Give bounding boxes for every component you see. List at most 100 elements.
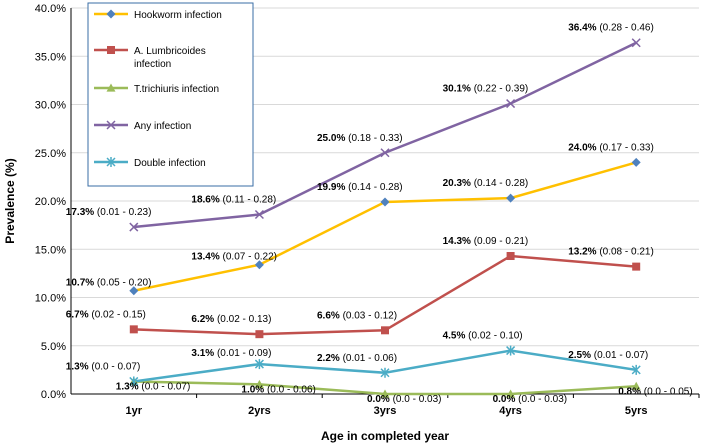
square-marker [107, 46, 115, 54]
y-tick-label: 15.0% [35, 244, 66, 256]
data-label: 6.6% (0.03 - 0.12) [317, 310, 397, 321]
data-label-ci: (0.01 - 0.09) [214, 348, 271, 359]
data-label: 24.0% (0.17 - 0.33) [568, 142, 654, 153]
data-label: 19.9% (0.14 - 0.28) [317, 182, 403, 193]
data-label-ci: (0.0 - 0.07) [89, 361, 141, 372]
triangle-marker [631, 381, 641, 390]
data-label: 2.2% (0.01 - 0.06) [317, 353, 397, 364]
x-marker [254, 209, 264, 220]
legend-label: Hookworm infection [134, 10, 222, 21]
data-label-ci: (0.09 - 0.21) [471, 236, 528, 247]
triangle-marker [106, 83, 116, 92]
x-marker [129, 222, 139, 232]
diamond-marker [380, 197, 390, 207]
y-tick-labels: 0.0% 5.0% 10.0% 15.0% 20.0% 25.0% 30.0% 35.0% 40… [35, 3, 66, 401]
x-marker [631, 38, 641, 48]
data-label-ci: (0.02 - 0.15) [89, 309, 146, 320]
legend-label: T.trichiuris infection [134, 84, 219, 95]
data-label-ci: (0.14 - 0.28) [471, 178, 528, 189]
data-label: 0.0% (0.0 - 0.03) [493, 394, 567, 405]
data-label: 0.8% (0.0 - 0.05) [618, 386, 693, 397]
data-label-ci: (0.0 - 0.05) [641, 386, 693, 397]
data-label: 25.0% (0.18 - 0.33) [317, 133, 403, 144]
x-tick-label: 2yrs [248, 405, 271, 417]
y-tick-label: 20.0% [35, 196, 66, 208]
data-label: 4.5% (0.02 - 0.10) [443, 331, 523, 342]
data-label-ci: (0.28 - 0.46) [597, 23, 654, 34]
data-label-pct: 19.9% [317, 182, 345, 193]
data-label: 1.3% (0.0 - 0.07) [66, 361, 141, 372]
x-marker [380, 148, 390, 158]
data-label-ci: (0.08 - 0.21) [597, 247, 654, 258]
legend-label: A. Lumbricoides [134, 46, 206, 57]
data-label-ci: (0.02 - 0.13) [214, 314, 271, 325]
data-label-pct: 36.4% [568, 23, 596, 34]
legend-label: infection [134, 59, 171, 70]
x-marker-stroke [106, 120, 116, 130]
data-label: 3.1% (0.01 - 0.09) [191, 348, 271, 359]
x-tick-label: 1yr [126, 405, 143, 417]
data-label-pct: 24.0% [568, 142, 596, 153]
data-label: 6.2% (0.02 - 0.13) [191, 314, 271, 325]
x-tick-labels: 1yr 2yrs 3yrs 4yrs 5yrs [126, 394, 700, 417]
x-tick-label: 5yrs [625, 405, 648, 417]
data-label: 2.5% (0.01 - 0.07) [568, 350, 648, 361]
square-marker [129, 325, 138, 334]
data-label-pct: 1.0% [241, 384, 264, 395]
x-marker-stroke [506, 99, 516, 109]
y-tick-label: 30.0% [35, 100, 66, 112]
x-tick-label: 4yrs [499, 405, 522, 417]
x-marker-stroke [380, 148, 390, 158]
diamond-marker [254, 260, 264, 270]
data-label-ci: (0.18 - 0.33) [345, 133, 402, 144]
data-label: 6.7% (0.02 - 0.15) [66, 309, 146, 320]
data-label-pct: 2.5% [568, 350, 591, 361]
legend-box [87, 2, 254, 187]
y-axis-title: Prevalence (%) [3, 158, 17, 243]
data-labels: 10.7% (0.05 - 0.20) 13.4% (0.07 - 0.22) 19… [66, 23, 693, 405]
data-label-ci: (0.0 - 0.03) [390, 394, 442, 405]
data-label: 36.4% (0.28 - 0.46) [568, 23, 654, 34]
data-label-ci: (0.0 - 0.03) [515, 394, 567, 405]
data-label-pct: 20.3% [443, 178, 471, 189]
data-label-ci: (0.05 - 0.20) [94, 278, 151, 289]
square-marker [381, 326, 389, 335]
diamond-marker [506, 193, 516, 203]
star-marker [254, 359, 264, 370]
diamond-marker [106, 9, 116, 19]
data-label: 17.3% (0.01 - 0.23) [66, 207, 152, 218]
data-label-ci: (0.01 - 0.06) [340, 353, 397, 364]
data-label: 1.0% (0.0 - 0.06) [241, 384, 316, 395]
star-marker [631, 364, 641, 375]
star-marker [380, 367, 390, 378]
data-label: 30.1% (0.22 - 0.39) [443, 84, 529, 95]
y-tick-label: 25.0% [35, 148, 66, 160]
data-label-pct: 14.3% [443, 236, 471, 247]
star-marker [506, 345, 516, 356]
data-label-pct: 3.1% [191, 348, 214, 359]
data-label-pct: 0.8% [618, 386, 641, 397]
data-label-ci: (0.0 - 0.06) [264, 384, 316, 395]
data-label-ci: (0.02 - 0.10) [465, 331, 522, 342]
square-marker [632, 262, 641, 271]
triangle-marker [380, 389, 390, 398]
y-tick-label: 10.0% [35, 293, 66, 305]
data-label-pct: 0.0% [493, 394, 516, 405]
legend: Hookworm infection A. Lumbricoides infecti… [87, 2, 254, 187]
triangle-marker [506, 389, 516, 398]
x-marker-stroke [129, 222, 139, 232]
data-label-pct: 10.7% [66, 278, 94, 289]
legend-label: Double infection [134, 158, 206, 169]
square-marker [506, 252, 515, 261]
star-marker [106, 157, 116, 167]
diamond-marker [631, 157, 641, 167]
data-label-pct: 1.3% [66, 361, 89, 372]
data-label-ci: (0.17 - 0.33) [597, 142, 654, 153]
y-tick-label: 5.0% [41, 341, 66, 353]
data-label-pct: 18.6% [191, 195, 219, 206]
data-label: 1.3% (0.0 - 0.07) [116, 381, 191, 392]
data-label-pct: 2.2% [317, 353, 340, 364]
data-label-ci: (0.11 - 0.28) [220, 195, 277, 206]
x-tick-label: 3yrs [374, 405, 397, 417]
